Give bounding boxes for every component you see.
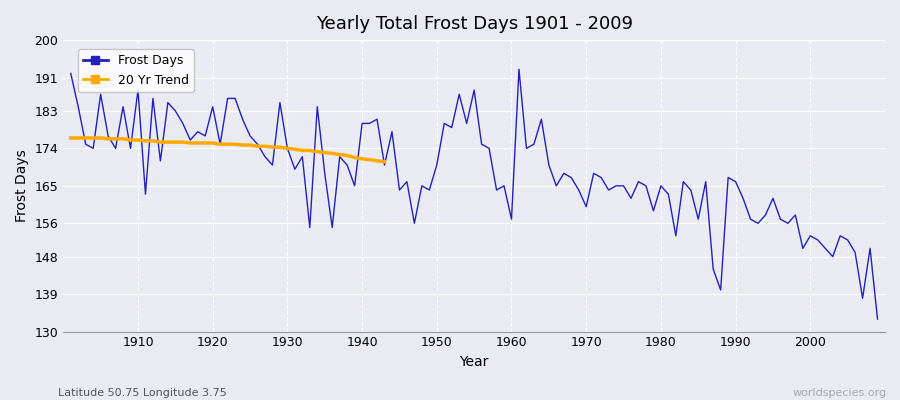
Legend: Frost Days, 20 Yr Trend: Frost Days, 20 Yr Trend: [77, 49, 194, 92]
X-axis label: Year: Year: [460, 355, 489, 369]
Title: Yearly Total Frost Days 1901 - 2009: Yearly Total Frost Days 1901 - 2009: [316, 15, 633, 33]
Text: worldspecies.org: worldspecies.org: [792, 388, 886, 398]
Y-axis label: Frost Days: Frost Days: [15, 150, 29, 222]
Text: Latitude 50.75 Longitude 3.75: Latitude 50.75 Longitude 3.75: [58, 388, 227, 398]
